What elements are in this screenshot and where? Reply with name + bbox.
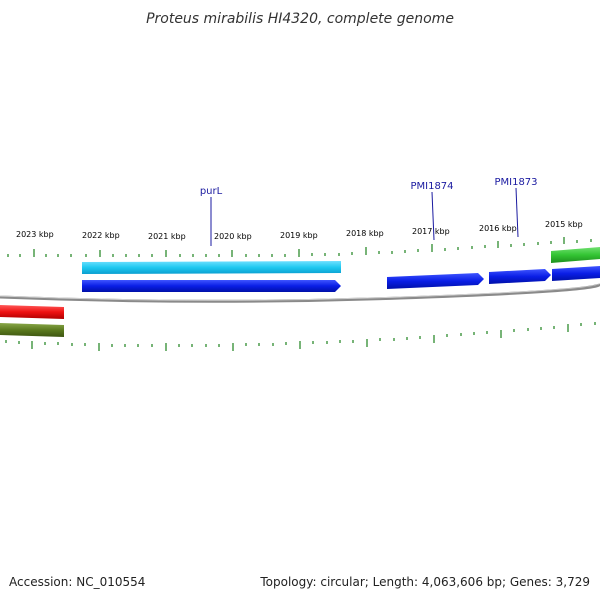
cds-track	[82, 266, 600, 292]
scale-label-2016: 2016 kbp	[479, 224, 517, 233]
gene-label-pmi1873: PMI1873	[494, 177, 537, 188]
reverse-gene-track	[0, 305, 64, 337]
cds-feature-pmi1874[interactable]	[387, 273, 484, 289]
outer-tick-row	[7, 237, 592, 257]
genome-backbone	[0, 282, 600, 303]
genome-summary: Topology: circular; Length: 4,063,606 bp…	[259, 575, 590, 589]
gene-feature-red[interactable]	[0, 305, 64, 319]
gene-label-pmi1874: PMI1874	[410, 181, 453, 192]
cds-feature-purl[interactable]	[82, 280, 341, 292]
genome-backbone-highlight	[0, 282, 600, 301]
inner-tick-row	[5, 322, 596, 351]
gene-label-purl: purL	[200, 186, 223, 197]
cds-feature-pmi1873[interactable]	[489, 269, 551, 284]
accession-label: Accession: NC_010554	[9, 575, 145, 589]
gene-feature-olive[interactable]	[0, 323, 64, 337]
scale-label-2018: 2018 kbp	[346, 229, 384, 238]
cds-feature-right[interactable]	[552, 266, 600, 281]
map-title: Proteus mirabilis HI4320, complete genom…	[146, 11, 454, 27]
outer-gene-track	[82, 247, 600, 274]
pmi1874-callout-line	[431, 191, 435, 241]
scale-label-2017: 2017 kbp	[412, 227, 450, 236]
scale-label-2023: 2023 kbp	[16, 230, 54, 239]
gene-feature-purl[interactable]	[82, 261, 341, 274]
scale-label-2021: 2021 kbp	[148, 232, 186, 241]
scale-label-2022: 2022 kbp	[82, 231, 120, 240]
scale-label-2015: 2015 kbp	[545, 220, 583, 229]
scale-labels: 2023 kbp 2022 kbp 2021 kbp 2020 kbp 2019…	[16, 220, 583, 241]
scale-label-2020: 2020 kbp	[214, 232, 252, 241]
gene-callouts: purL PMI1874 PMI1873	[200, 177, 538, 246]
gene-feature-green[interactable]	[551, 247, 600, 263]
scale-label-2019: 2019 kbp	[280, 231, 318, 240]
pmi1873-callout-line	[515, 187, 519, 238]
